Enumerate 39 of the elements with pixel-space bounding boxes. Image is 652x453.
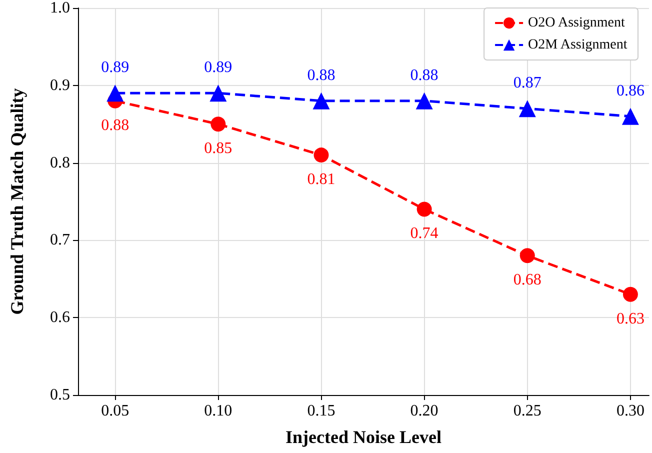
point bbox=[416, 202, 432, 217]
y-tick-label: 0.6 bbox=[50, 309, 70, 326]
data-label: 0.86 bbox=[616, 82, 644, 100]
point bbox=[518, 100, 536, 118]
x-tick-label: 0.20 bbox=[410, 402, 438, 420]
y-tick-label: 0.7 bbox=[50, 232, 70, 249]
y-tick-label: 0.8 bbox=[50, 154, 70, 172]
point bbox=[210, 116, 226, 132]
data-label: 0.88 bbox=[307, 66, 336, 84]
point bbox=[520, 248, 535, 264]
point bbox=[106, 84, 124, 102]
legend-label: O2M Assignment bbox=[528, 38, 628, 52]
y-tick-label: 0.9 bbox=[50, 76, 70, 94]
data-label: 0.63 bbox=[616, 310, 644, 328]
data-label: 0.68 bbox=[513, 272, 542, 289]
data-label: 0.89 bbox=[204, 59, 232, 76]
x-tick-label: 0.15 bbox=[307, 402, 336, 420]
point bbox=[622, 286, 638, 302]
data-label: 0.88 bbox=[410, 66, 438, 84]
y-axis-title: Ground Truth Match Quality bbox=[7, 88, 27, 315]
data-label: 0.88 bbox=[101, 116, 130, 134]
x-tick-label: 0.30 bbox=[616, 402, 644, 420]
y-tick-label: 0.5 bbox=[50, 386, 70, 404]
point bbox=[312, 92, 330, 110]
data-label: 0.85 bbox=[204, 140, 232, 158]
data-label: 0.81 bbox=[307, 171, 336, 188]
point bbox=[622, 108, 639, 125]
point bbox=[416, 92, 433, 110]
y-tick-label: 1.0 bbox=[50, 0, 70, 16]
data-label: 0.74 bbox=[410, 225, 438, 242]
x-axis-title: Injected Noise Level bbox=[286, 427, 442, 447]
x-tick-label: 0.25 bbox=[513, 402, 542, 420]
x-tick-label: 0.05 bbox=[101, 402, 130, 420]
data-label: 0.87 bbox=[513, 74, 542, 92]
legend-label: O2O Assignment bbox=[528, 16, 625, 30]
point bbox=[210, 84, 227, 102]
point bbox=[314, 148, 329, 163]
data-label: 0.89 bbox=[101, 59, 130, 76]
x-tick-label: 0.10 bbox=[204, 402, 232, 420]
